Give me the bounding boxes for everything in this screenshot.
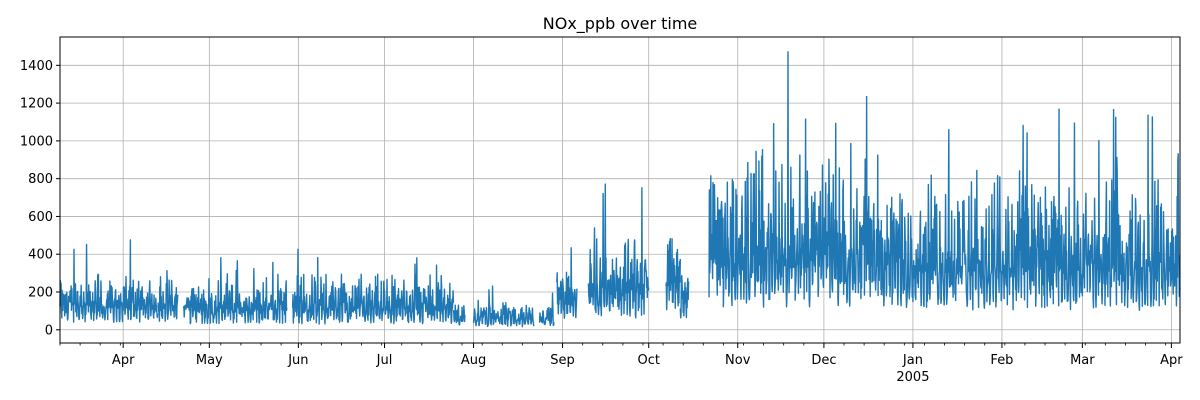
y-tick-label: 400 [28,248,53,263]
x-tick-label: Mar [1070,353,1095,368]
x-tick-label: Dec [811,353,836,368]
series-line-segment [182,257,288,325]
y-tick-label: 1200 [20,97,53,112]
y-tick-label: 0 [45,323,53,338]
y-tick-label: 1400 [20,59,53,74]
x-tick-label: Jun [287,353,308,368]
x-tick-label: Sep [550,353,575,368]
series-line-segment [452,304,466,326]
x-tick-label: Feb [990,353,1013,368]
x-tick-label: Apr [112,353,135,368]
x-tick-label: Aug [461,353,486,368]
series-line-segment [679,274,690,319]
series-nox-ppb [59,51,1181,328]
x-tick-label: May [196,353,223,368]
series-line-segment [59,239,159,323]
x-tick-label: Nov [725,353,751,368]
y-tick-label: 800 [28,172,53,187]
series-line-segment [472,285,535,328]
x-tick-label: Jul [376,353,393,368]
y-tick-label: 600 [28,210,53,225]
axes: 0 200 400 600 800 1000 1200 1400 Apr May Jun Jul Aug… [20,36,1183,385]
series-line-segment [708,51,883,308]
series-line-segment [291,248,455,325]
plot-frame [59,36,1181,344]
series-line-segment [880,108,1181,311]
series-line-segment [556,247,578,319]
x-tick-label: Jan [902,353,923,368]
y-tick-label: 1000 [20,134,53,149]
series-line-segment [157,270,179,322]
x-tick-label: Oct [637,353,659,368]
series-line-segment [538,292,555,327]
series-line-segment [665,237,682,311]
chart-title: NOx_ppb over time [543,14,698,34]
y-tick-label: 200 [28,286,53,301]
x-tick-label: Apr [1160,353,1183,368]
x-year-label: 2005 [896,370,929,385]
series-line-segment [587,183,650,319]
